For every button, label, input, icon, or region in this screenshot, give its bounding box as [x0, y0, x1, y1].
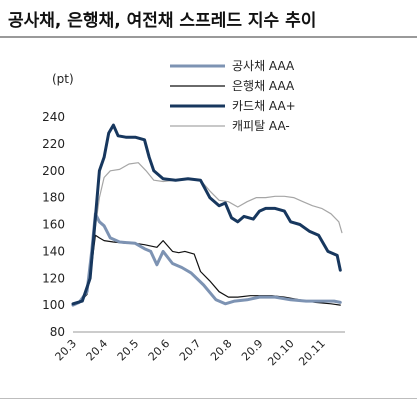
x-tick-label: 20.10 [265, 337, 296, 368]
legend-label: 공사채 AAA [232, 59, 295, 73]
legend: 공사채 AAA 은행채 AAA 카드채 AA+ 캐피탈 AA- [170, 59, 296, 133]
series-line [72, 234, 341, 306]
y-tick-label: 160 [42, 218, 65, 232]
y-tick-label: 240 [42, 110, 65, 124]
x-axis: 20.3 20.4 20.5 20.6 20.7 20.8 20.9 20.10 20.11 [53, 331, 345, 368]
y-tick-label: 200 [42, 164, 65, 178]
bottom-divider [0, 398, 417, 399]
x-tick-label: 20.7 [177, 337, 204, 364]
y-axis: 80 100 120 140 160 180 200 220 240 [42, 110, 65, 339]
x-tick-label: 20.3 [53, 337, 80, 364]
y-tick-label: 100 [42, 298, 65, 312]
y-unit-label: (pt) [52, 72, 74, 86]
title-divider [0, 36, 417, 38]
x-tick-label: 20.9 [239, 337, 266, 364]
x-tick-label: 20.6 [146, 337, 173, 364]
x-tick-label: 20.4 [84, 337, 111, 364]
legend-label: 캐피탈 AA- [232, 119, 290, 133]
y-tick-label: 140 [42, 244, 65, 258]
legend-label: 은행채 AAA [232, 78, 295, 93]
series-line [71, 123, 342, 306]
y-tick-label: 80 [50, 325, 65, 339]
series-line [71, 212, 342, 307]
y-tick-label: 180 [42, 191, 65, 205]
series-layer [71, 123, 343, 307]
series-line [72, 162, 343, 305]
y-tick-label: 120 [42, 271, 65, 285]
y-tick-label: 220 [42, 137, 65, 151]
x-tick-label: 20.8 [208, 337, 235, 364]
legend-label: 카드채 AA+ [232, 99, 296, 113]
page-title: 공사채, 은행채, 여전채 스프레드 지수 추이 [8, 11, 317, 31]
x-tick-label: 20.11 [296, 337, 327, 368]
x-tick-label: 20.5 [115, 337, 142, 364]
